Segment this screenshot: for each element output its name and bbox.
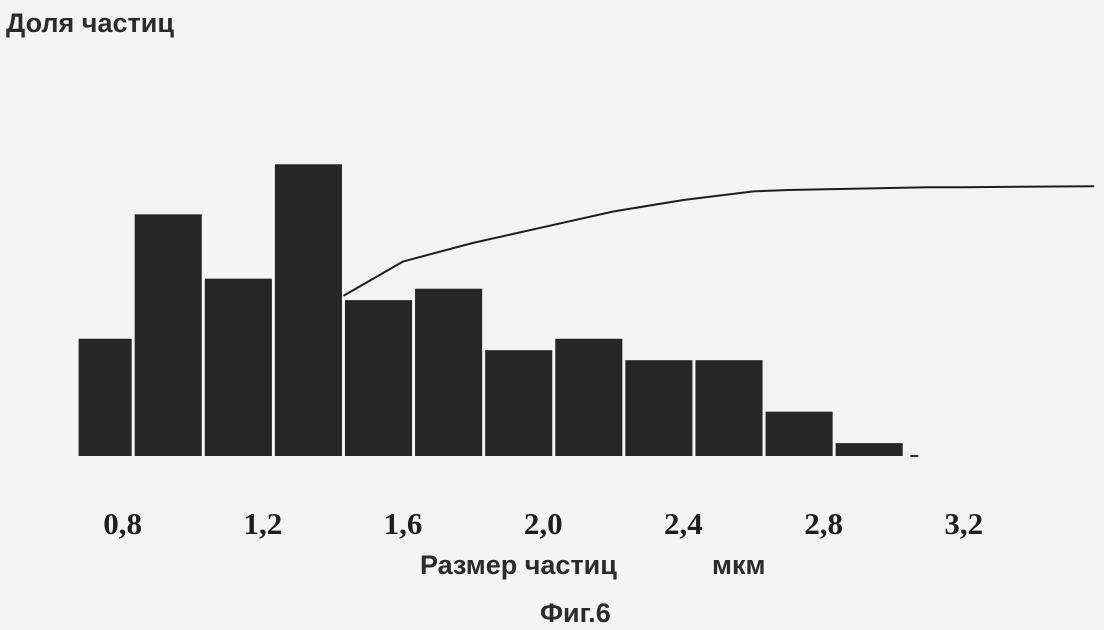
x-tick-label: 1,2: [243, 506, 282, 541]
x-axis-unit: мкм: [712, 550, 765, 580]
x-tick-label: 0,8: [103, 506, 142, 541]
histogram-bar: [625, 360, 692, 456]
x-tick-labels: 0,8 1,2 1,6 2,0 2,4 2,8 3,2: [103, 506, 983, 541]
bars-group: [79, 164, 903, 456]
x-tick-label: 1,6: [384, 506, 423, 541]
y-axis-label: Доля частиц: [6, 8, 174, 38]
histogram-bar: [485, 350, 552, 456]
x-tick-label: 2,4: [664, 506, 703, 541]
histogram-bar: [836, 443, 903, 456]
histogram-bar: [695, 360, 762, 456]
x-tick-label: 2,8: [804, 506, 843, 541]
histogram-bar: [345, 300, 412, 456]
histogram-bar: [766, 412, 833, 456]
figure-caption: Фиг.6: [540, 598, 611, 628]
histogram-bar: [415, 289, 482, 456]
histogram-bar: [555, 339, 622, 456]
histogram-bar: [135, 214, 202, 456]
histogram-bar: [275, 164, 342, 456]
histogram-bar: [79, 339, 132, 456]
histogram-bar: [205, 279, 272, 456]
x-tick-label: 2,0: [524, 506, 563, 541]
x-tick-label: 3,2: [944, 506, 983, 541]
cumulative-curve: [344, 186, 1095, 296]
x-axis-label: Размер частиц: [420, 550, 617, 580]
